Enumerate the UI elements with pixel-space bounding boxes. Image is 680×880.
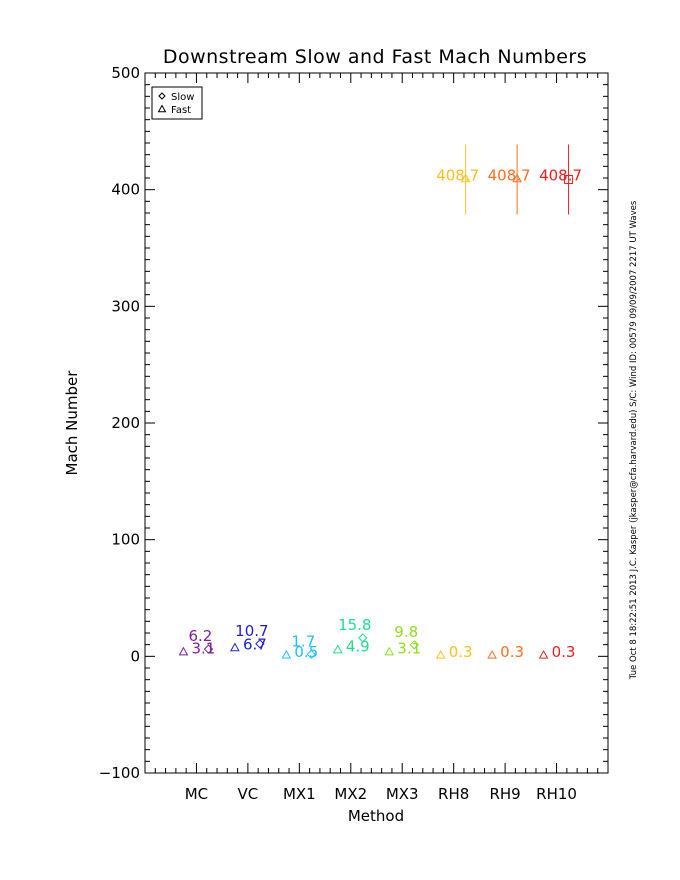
slow-value-label: 9.8 (394, 623, 418, 641)
legend-label: Fast (171, 105, 191, 116)
fast-value-label: 4.9 (346, 638, 370, 656)
legend-box (151, 86, 203, 120)
slow-value-label: 408.7 (539, 167, 582, 185)
fast-value-label: 3.1 (192, 640, 216, 658)
fast-value-label: 0.3 (449, 643, 473, 661)
y-axis: −100 0 100 200 300 400 500 (99, 64, 608, 782)
x-tick-label: RH8 (438, 785, 469, 803)
y-axis-label: Mach Number (63, 370, 81, 476)
fast-value-label: 6.7 (243, 636, 267, 654)
data-marks: 3.16.2 6.710.70.51.7 4.915.83.19.80.3408.7… (178, 144, 582, 661)
slow-point (358, 633, 368, 643)
y-tick-label: 100 (111, 531, 140, 549)
y-tick-label: 300 (111, 297, 140, 315)
y-tick-label: −100 (99, 764, 140, 782)
fast-point (281, 649, 292, 659)
x-axis: MC VC MX1 MX2 MX3 RH8 RH9 RH10 (144, 73, 609, 803)
y-tick-label: 200 (111, 414, 140, 432)
legend-diamond-icon (158, 92, 166, 100)
x-tick-label: RH9 (489, 785, 520, 803)
side-annotation: Tue Oct 8 18:22:51 2013 J.C. Kasper (jka… (629, 200, 639, 680)
legend-label: Slow (171, 92, 194, 103)
x-tick-label: MX1 (283, 785, 316, 803)
x-axis-label: Method (348, 807, 404, 825)
fast-point (435, 649, 446, 659)
chart-title: Downstream Slow and Fast Mach Numbers (163, 46, 587, 68)
fast-point (384, 646, 395, 656)
slow-point (512, 173, 522, 183)
slow-value-label: 10.7 (235, 622, 268, 640)
slow-point (460, 173, 471, 183)
slow-point (564, 175, 574, 185)
fast-point (332, 644, 343, 654)
fast-point (230, 642, 240, 652)
legend-triangle-icon (157, 104, 167, 113)
x-tick-label: MC (185, 785, 208, 803)
fast-point (178, 646, 189, 656)
slow-value-label: 6.2 (189, 627, 213, 645)
slow-value-label: 408.7 (436, 167, 479, 185)
slow-value-label: 1.7 (291, 632, 315, 650)
slow-value-label: 408.7 (488, 167, 531, 185)
slow-value-label: 15.8 (338, 616, 371, 634)
slow-point (255, 639, 265, 649)
slow-point (203, 644, 214, 654)
x-tick-label: MX2 (334, 785, 367, 803)
fast-point (538, 649, 549, 659)
fast-value-label: 0.3 (500, 643, 524, 661)
y-tick-label: 500 (111, 64, 140, 82)
x-tick-label: RH10 (536, 785, 577, 803)
x-tick-label: VC (238, 785, 259, 803)
slow-point (409, 640, 419, 650)
legend: Slow Fast (151, 86, 203, 120)
slow-point (306, 649, 317, 660)
fast-point (487, 649, 497, 659)
fast-value-label: 0.3 (552, 643, 576, 661)
y-tick-label: 400 (111, 181, 140, 199)
fast-value-label: 0.5 (294, 643, 318, 661)
y-tick-label: 0 (130, 647, 140, 665)
x-tick-label: MX3 (386, 785, 419, 803)
fast-value-label: 3.1 (397, 640, 421, 658)
